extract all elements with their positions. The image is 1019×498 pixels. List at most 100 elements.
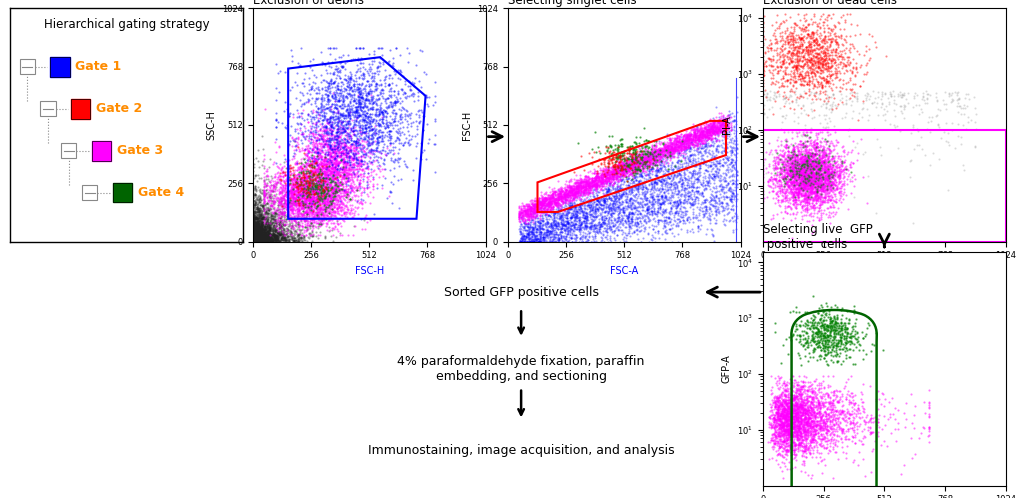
Point (309, 190, 325, 198)
Point (807, 178, 823, 186)
Point (823, 161, 840, 169)
Point (763, 52, 780, 60)
Point (357, 100, 373, 108)
Point (600, 170, 616, 178)
Point (695, 129, 711, 137)
Point (869, 88, 886, 96)
Point (531, 199, 547, 207)
Point (656, 147, 673, 155)
Point (537, 238, 553, 246)
Point (669, 178, 686, 186)
Point (837, 32, 853, 40)
Point (795, 167, 811, 175)
Point (577, 190, 593, 198)
Point (834, 59, 850, 67)
Point (345, 144, 362, 152)
Point (798, 211, 814, 219)
Point (669, 140, 686, 148)
Point (862, 347, 878, 355)
Point (817, 175, 834, 183)
Point (342, 206, 359, 214)
Point (285, 238, 302, 246)
Point (635, 179, 651, 187)
Point (550, 196, 567, 204)
Point (863, 428, 879, 436)
Point (546, 196, 562, 204)
Point (830, 52, 847, 60)
Point (805, 409, 821, 417)
Point (266, 191, 282, 199)
Point (289, 192, 306, 200)
Point (246, 237, 262, 245)
Point (646, 161, 662, 169)
Point (671, 148, 687, 156)
Point (317, 233, 333, 241)
Point (557, 232, 574, 240)
Point (336, 157, 353, 165)
Point (627, 203, 643, 211)
Point (248, 228, 264, 236)
Point (342, 96, 359, 104)
Point (543, 238, 559, 246)
Point (630, 192, 646, 200)
Point (599, 158, 615, 166)
Point (304, 186, 320, 194)
Point (873, 347, 890, 355)
Point (360, 118, 376, 126)
Point (810, 164, 826, 172)
Point (716, 125, 733, 133)
Point (651, 146, 667, 154)
Point (793, 41, 809, 49)
Point (248, 228, 264, 236)
Point (288, 183, 305, 191)
Point (296, 236, 312, 244)
Point (965, 118, 981, 126)
Point (276, 233, 292, 241)
Point (332, 177, 348, 185)
Point (521, 200, 537, 208)
Point (787, 181, 803, 189)
Point (789, 403, 805, 411)
Point (799, 61, 815, 69)
Point (706, 130, 722, 138)
Point (330, 67, 346, 75)
Point (780, 430, 796, 438)
Point (774, 396, 791, 404)
Point (801, 151, 817, 159)
Point (791, 431, 807, 439)
Point (314, 135, 330, 143)
Point (254, 227, 270, 235)
Point (579, 184, 595, 192)
Point (631, 156, 647, 164)
Point (694, 132, 710, 140)
Point (283, 230, 300, 238)
Point (772, 373, 789, 380)
Point (294, 184, 311, 192)
Point (632, 199, 648, 207)
Point (301, 207, 317, 215)
Point (827, 148, 844, 156)
Point (579, 219, 595, 227)
Point (796, 428, 812, 436)
Point (762, 46, 779, 54)
Point (754, 69, 770, 77)
Point (326, 172, 342, 180)
Point (824, 323, 841, 331)
Point (246, 228, 262, 236)
Point (308, 232, 324, 240)
Point (799, 161, 815, 169)
Point (265, 160, 281, 168)
Point (247, 190, 263, 198)
Point (566, 213, 582, 221)
Point (586, 202, 602, 210)
Point (795, 177, 811, 185)
Point (247, 237, 263, 245)
Point (818, 186, 835, 194)
Point (328, 144, 344, 152)
Point (696, 207, 712, 215)
Point (714, 123, 731, 131)
Point (681, 132, 697, 140)
Point (261, 237, 277, 245)
Point (786, 88, 802, 96)
Point (794, 432, 810, 440)
